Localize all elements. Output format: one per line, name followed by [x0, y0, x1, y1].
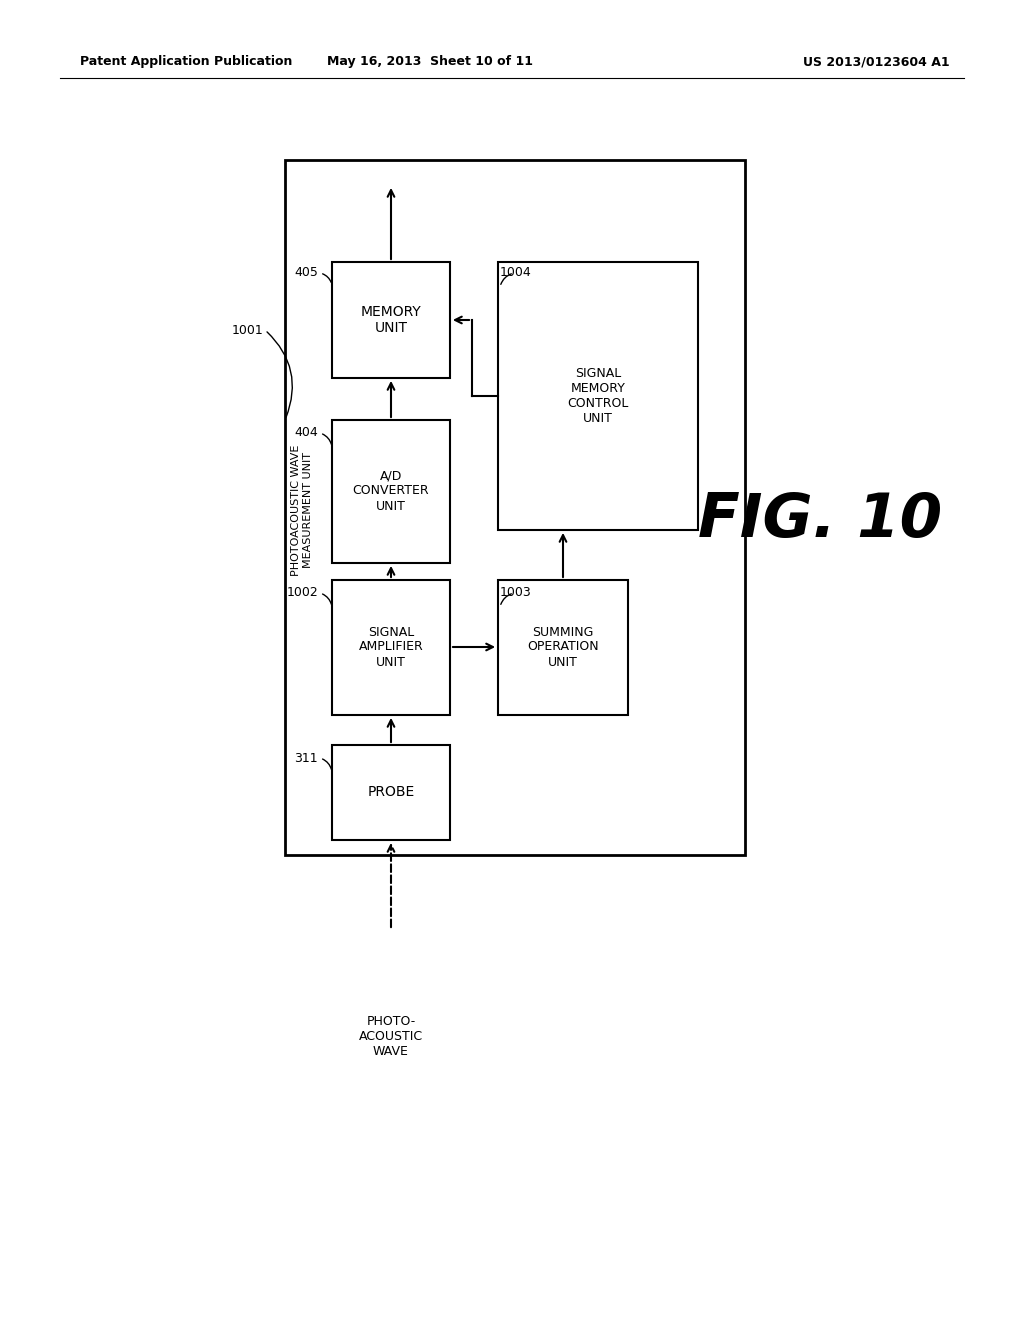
- Text: 405: 405: [294, 267, 318, 280]
- FancyArrowPatch shape: [388, 721, 394, 742]
- FancyArrowPatch shape: [388, 383, 394, 417]
- Text: SIGNAL
AMPLIFIER
UNIT: SIGNAL AMPLIFIER UNIT: [358, 626, 423, 668]
- FancyArrowPatch shape: [388, 568, 394, 577]
- Text: May 16, 2013  Sheet 10 of 11: May 16, 2013 Sheet 10 of 11: [327, 55, 534, 69]
- Text: 1003: 1003: [500, 586, 531, 599]
- FancyArrowPatch shape: [453, 644, 493, 651]
- Text: FIG. 10: FIG. 10: [698, 491, 942, 549]
- Text: US 2013/0123604 A1: US 2013/0123604 A1: [804, 55, 950, 69]
- Text: Patent Application Publication: Patent Application Publication: [80, 55, 293, 69]
- Text: PHOTO-
ACOUSTIC
WAVE: PHOTO- ACOUSTIC WAVE: [359, 1015, 423, 1059]
- Text: 1004: 1004: [500, 267, 531, 280]
- Text: A/D
CONVERTER
UNIT: A/D CONVERTER UNIT: [352, 470, 429, 512]
- FancyArrowPatch shape: [388, 845, 394, 927]
- FancyArrowPatch shape: [560, 535, 566, 577]
- Bar: [332, 261, 450, 378]
- Bar: [498, 261, 698, 531]
- Text: 1002: 1002: [287, 586, 318, 599]
- Text: PHOTOACOUSTIC WAVE
MEASUREMENT UNIT: PHOTOACOUSTIC WAVE MEASUREMENT UNIT: [291, 445, 312, 576]
- Text: PROBE: PROBE: [368, 785, 415, 799]
- Bar: [332, 579, 450, 715]
- Bar: [498, 579, 628, 715]
- Bar: [332, 744, 450, 840]
- Text: 311: 311: [294, 751, 318, 764]
- Text: 404: 404: [294, 426, 318, 440]
- Bar: [285, 160, 745, 855]
- Text: MEMORY
UNIT: MEMORY UNIT: [360, 305, 421, 335]
- FancyArrowPatch shape: [455, 317, 469, 323]
- Text: SUMMING
OPERATION
UNIT: SUMMING OPERATION UNIT: [527, 626, 599, 668]
- Text: SIGNAL
MEMORY
CONTROL
UNIT: SIGNAL MEMORY CONTROL UNIT: [567, 367, 629, 425]
- Text: 1001: 1001: [231, 323, 263, 337]
- FancyArrowPatch shape: [388, 190, 394, 259]
- Bar: [332, 420, 450, 564]
